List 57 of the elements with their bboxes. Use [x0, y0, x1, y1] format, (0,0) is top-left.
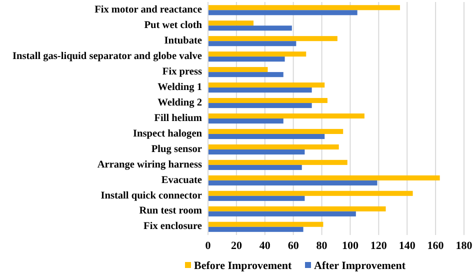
y-tick-label: Fix enclosure: [144, 221, 202, 232]
bar: [208, 144, 339, 150]
x-tick-label: 80: [316, 240, 328, 252]
bar: [208, 56, 285, 62]
y-tick-label: Fill helium: [154, 112, 202, 124]
y-tick-label: Evacuate: [161, 174, 202, 186]
bar: [208, 52, 306, 57]
y-tick-label: Fix motor and reactance: [94, 4, 202, 16]
legend-label: Before Improvement: [194, 260, 292, 272]
x-tick-label: 120: [370, 240, 388, 252]
y-tick-label: Install quick connector: [100, 190, 202, 202]
bar: [208, 98, 328, 104]
bar: [208, 149, 305, 154]
bar: [208, 67, 268, 72]
bar: [208, 211, 356, 216]
x-tick-label: 160: [427, 240, 444, 252]
y-tick-label: Fix press: [162, 66, 202, 78]
x-tick-label: 60: [288, 240, 300, 252]
bar: [208, 222, 324, 227]
bar: [208, 113, 364, 118]
bar: [208, 196, 305, 201]
bar: [208, 128, 344, 134]
bar: [208, 226, 304, 232]
bar: [208, 164, 302, 170]
bar: [208, 41, 296, 46]
y-tick-label: Arrange wiring harness: [97, 159, 202, 170]
bar: [208, 72, 284, 78]
y-tick-label: Intubate: [164, 35, 202, 46]
bar: [208, 5, 400, 10]
bar: [208, 118, 284, 124]
x-tick-label: 40: [259, 240, 271, 252]
x-tick-label: 20: [230, 240, 242, 252]
bar: [208, 103, 312, 108]
y-tick-label: Welding 2: [158, 97, 202, 108]
bar: [208, 134, 325, 140]
y-tick-label: Inspect halogen: [133, 128, 202, 140]
bar: [208, 190, 413, 196]
x-tick-label: 180: [456, 240, 473, 252]
bar: [208, 10, 358, 16]
legend-label: After Improvement: [314, 260, 406, 272]
y-tick-label: Install gas-liquid separator and globe valve: [12, 50, 202, 62]
y-tick-label: Put wet cloth: [144, 20, 202, 31]
bar: [208, 206, 386, 212]
x-tick-label: 100: [342, 240, 359, 252]
bar: [208, 160, 348, 165]
y-tick-label: Run test room: [139, 206, 202, 217]
bar: [208, 82, 325, 88]
x-tick-label: 140: [398, 240, 416, 252]
bar: [208, 20, 254, 26]
bar: [208, 36, 338, 42]
y-tick-label: Plug sensor: [151, 144, 202, 155]
bar: [208, 180, 378, 186]
y-tick-label: Welding 1: [158, 82, 202, 93]
bar: [208, 26, 292, 31]
x-tick-label: 0: [205, 240, 212, 252]
bar: [208, 175, 440, 180]
bar: [208, 88, 312, 93]
